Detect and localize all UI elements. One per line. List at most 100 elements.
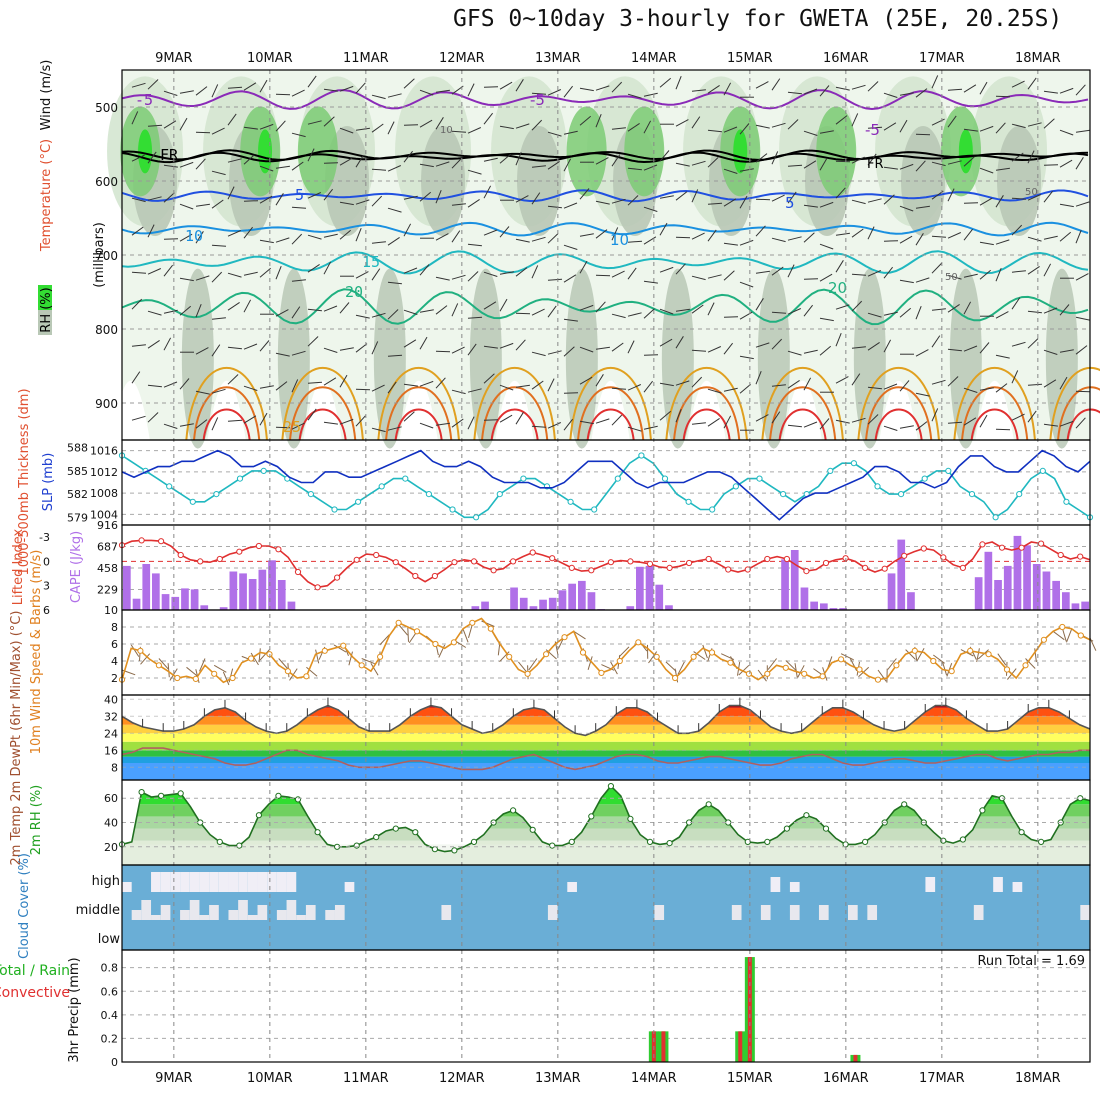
y-tick-label: 16 — [104, 744, 118, 757]
y-tick-label: 20 — [104, 841, 118, 854]
temp-band — [122, 763, 1090, 780]
x-tick-label-bottom: 16MAR — [823, 1071, 869, 1086]
lifted-index-line-point — [667, 565, 672, 570]
lifted-index-line-point — [491, 568, 496, 573]
cloud-high-block — [345, 882, 355, 892]
cape-bar — [239, 573, 247, 610]
cloud-middle-block — [306, 905, 316, 920]
lifted-index-line-point — [237, 549, 242, 554]
cloud-middle-block — [761, 905, 771, 920]
temp-band — [122, 716, 1090, 725]
cloud-high-block — [151, 872, 161, 892]
rh-line-point — [863, 839, 868, 844]
y-tick-label: 687 — [97, 540, 118, 553]
wind-speed-line-point — [414, 629, 419, 634]
wind-barb — [324, 163, 338, 164]
cape-bar — [520, 598, 528, 610]
cape-bar — [588, 592, 596, 610]
wind-barb — [356, 389, 370, 390]
lifted-index-line-point — [550, 556, 555, 561]
cape-bar — [985, 552, 993, 610]
cloud-high-block — [170, 872, 180, 892]
cloud-level-label: high — [92, 874, 120, 889]
rh-line-point — [452, 848, 457, 853]
chart-title: GFS 0~10day 3-hourly for GWETA (25E, 20.… — [453, 6, 1062, 32]
lifted-index-line-point — [413, 573, 418, 578]
y-axis-label: Temperature (°C) — [39, 139, 54, 252]
wind-barb — [404, 125, 418, 126]
lifted-index-line-point — [687, 560, 692, 565]
y-tick-label: 0 — [43, 555, 50, 568]
temp-band — [122, 742, 1090, 751]
rh-line-point — [823, 826, 828, 831]
thickness-line-point — [969, 492, 974, 497]
lifted-index-line-point — [276, 547, 281, 552]
cape-bar — [1023, 545, 1031, 610]
rh-label: 10 — [440, 125, 453, 136]
x-tick-label-bottom: 17MAR — [919, 1071, 965, 1086]
lifted-index-line-point — [706, 556, 711, 561]
slp-line — [122, 451, 1090, 520]
cape-bar — [481, 602, 489, 610]
rh-line-point — [647, 839, 652, 844]
cape-bar — [820, 603, 828, 610]
thickness-line-point — [167, 484, 172, 489]
wind-speed-line-point — [875, 677, 880, 682]
lifted-index-line-point — [999, 545, 1004, 550]
lifted-index-line-point — [374, 552, 379, 557]
cloud-middle-block — [199, 915, 209, 920]
cloud-middle-block — [790, 905, 800, 920]
x-tick-label-bottom: 15MAR — [727, 1071, 773, 1086]
cloud-high-block — [209, 872, 219, 892]
y-axis-label: 2m RH (%) — [29, 785, 44, 856]
y-tick-label: 582 — [67, 488, 88, 501]
lifted-index-line-point — [295, 569, 300, 574]
rh-line-point — [569, 839, 574, 844]
wind-barb — [244, 201, 258, 202]
lifted-index-line-point — [139, 538, 144, 543]
wind-barb — [436, 351, 450, 352]
y-tick-label: 8 — [111, 621, 118, 634]
lifted-index-line-point — [980, 542, 985, 547]
thickness-line-point — [308, 492, 313, 497]
rh-line-point — [393, 826, 398, 831]
y-tick-label: 500 — [95, 101, 118, 115]
cloud-level-label: low — [98, 932, 121, 947]
wind-barb — [804, 279, 818, 280]
lifted-index-line-point — [354, 557, 359, 562]
wind-speed-line-point — [433, 641, 438, 646]
thickness-line-point — [710, 507, 715, 512]
wind-barb — [187, 667, 198, 676]
x-tick-label-top: 12MAR — [439, 51, 485, 66]
wind-barb — [214, 665, 226, 672]
cape-bar — [1043, 572, 1051, 611]
wind-barb — [917, 648, 924, 660]
wind-speed-line-point — [322, 648, 327, 653]
lifted-index-line-point — [432, 573, 437, 578]
wind-barb — [964, 203, 978, 204]
wind-speed-line-point — [746, 671, 751, 676]
cape-bar — [259, 570, 267, 610]
cloud-middle-block — [238, 900, 248, 920]
wind-speed-line-point — [230, 675, 235, 680]
rh-line-point — [276, 793, 281, 798]
rh-line-point — [237, 843, 242, 848]
cloud-middle-block — [819, 905, 829, 920]
cloud-high-block — [993, 877, 1003, 892]
cloud-high-block — [219, 872, 229, 892]
wind-speed-line-point — [599, 670, 604, 675]
y-axis-label: 10m Wind Speed & Barbs (m/s) — [29, 550, 44, 755]
cloud-middle-block — [335, 905, 345, 920]
cloud-high-block — [790, 882, 800, 892]
y-tick-label: 3 — [43, 580, 50, 593]
isotherm-label: -5 — [530, 91, 545, 109]
wind-barb — [484, 87, 498, 88]
cape-bar — [171, 597, 179, 610]
rh-line-point — [608, 784, 613, 789]
wind-speed-line-point — [396, 620, 401, 625]
lifted-index-line-point — [256, 543, 261, 548]
wind-speed-line-point — [691, 654, 696, 659]
wind-barb — [1067, 629, 1072, 642]
cloud-middle-block — [654, 905, 664, 920]
rh-line-point — [902, 802, 907, 807]
